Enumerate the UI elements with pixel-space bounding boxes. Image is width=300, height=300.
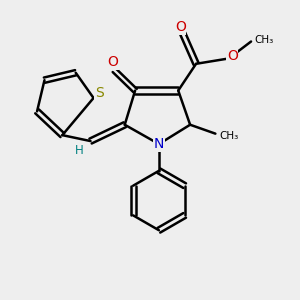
Text: N: N bbox=[154, 137, 164, 151]
Text: O: O bbox=[175, 20, 186, 34]
Text: H: H bbox=[75, 144, 84, 157]
Text: CH₃: CH₃ bbox=[219, 131, 238, 141]
Text: S: S bbox=[95, 85, 104, 100]
Text: O: O bbox=[107, 55, 118, 69]
Text: CH₃: CH₃ bbox=[255, 35, 274, 45]
Text: O: O bbox=[227, 50, 238, 63]
